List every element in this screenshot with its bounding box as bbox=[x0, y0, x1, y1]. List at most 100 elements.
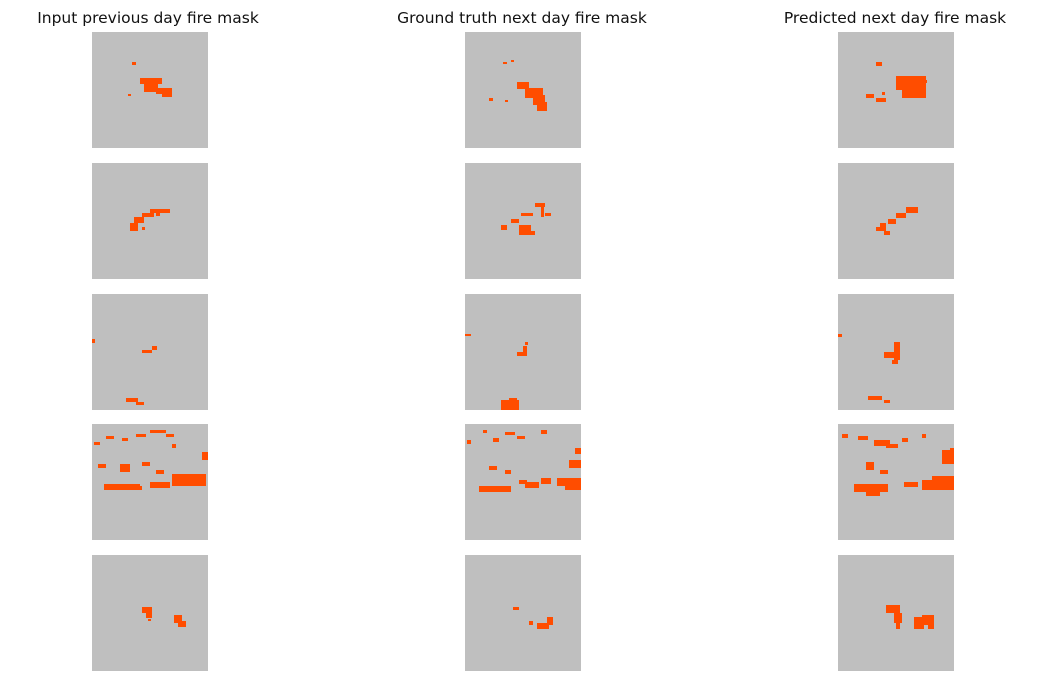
fire-pixel-region bbox=[533, 95, 545, 105]
fire-pixel-region bbox=[132, 486, 142, 490]
fire-pixel-region bbox=[902, 438, 908, 442]
fire-pixel-region bbox=[104, 484, 140, 490]
fire-pixel-region bbox=[888, 219, 896, 224]
fire-pixel-region bbox=[922, 434, 926, 438]
fire-pixel-region bbox=[932, 476, 954, 488]
fire-pixel-region bbox=[166, 434, 174, 437]
fire-pixel-region bbox=[479, 486, 511, 492]
fire-pixel-region bbox=[529, 621, 533, 625]
column-title-predicted: Predicted next day fire mask bbox=[783, 9, 1007, 27]
fire-pixel-region bbox=[142, 213, 154, 217]
fire-pixel-region bbox=[505, 432, 515, 435]
fire-pixel-region bbox=[130, 223, 138, 231]
fire-pixel-region bbox=[513, 607, 519, 610]
fire-pixel-region bbox=[517, 352, 527, 356]
fire-pixel-region bbox=[178, 621, 186, 627]
fire-pixel-region bbox=[122, 438, 128, 441]
fire-pixel-region bbox=[152, 346, 157, 350]
fire-pixel-region bbox=[541, 430, 547, 434]
fire-pixel-region bbox=[144, 83, 158, 92]
fire-mask-input-row-3 bbox=[92, 294, 208, 410]
fire-pixel-region bbox=[914, 617, 924, 629]
fire-pixel-region bbox=[94, 442, 100, 445]
fire-pixel-region bbox=[886, 444, 898, 448]
fire-pixel-region bbox=[162, 93, 172, 97]
fire-pixel-region bbox=[545, 213, 551, 216]
fire-pixel-region bbox=[511, 60, 514, 62]
fire-pixel-region bbox=[886, 605, 900, 613]
fire-pixel-region bbox=[148, 619, 151, 621]
fire-pixel-region bbox=[156, 213, 160, 216]
fire-pixel-region bbox=[537, 102, 547, 111]
fire-pixel-region bbox=[483, 430, 487, 433]
fire-pixel-region bbox=[866, 490, 880, 496]
mask-background bbox=[92, 163, 208, 279]
fire-pixel-region bbox=[904, 482, 918, 487]
fire-pixel-region bbox=[896, 213, 906, 218]
fire-pixel-region bbox=[523, 346, 527, 352]
fire-pixel-region bbox=[156, 470, 164, 474]
fire-pixel-region bbox=[545, 625, 549, 629]
fire-pixel-region bbox=[519, 225, 531, 235]
fire-pixel-region bbox=[120, 464, 130, 472]
fire-pixel-region bbox=[146, 613, 152, 618]
fire-pixel-region bbox=[467, 440, 471, 444]
fire-pixel-region bbox=[874, 440, 890, 446]
fire-mask-predicted-row-1 bbox=[838, 32, 954, 148]
fire-pixel-region bbox=[503, 62, 507, 64]
fire-pixel-region bbox=[150, 430, 166, 433]
fire-pixel-region bbox=[517, 436, 525, 439]
fire-pixel-region bbox=[501, 225, 507, 230]
fire-pixel-region bbox=[140, 78, 162, 84]
fire-mask-predicted-row-5 bbox=[838, 555, 954, 671]
fire-pixel-region bbox=[142, 350, 152, 353]
fire-pixel-region bbox=[866, 462, 874, 470]
fire-mask-input-row-5 bbox=[92, 555, 208, 671]
fire-pixel-region bbox=[511, 219, 519, 223]
fire-pixel-region bbox=[501, 400, 519, 410]
fire-pixel-region bbox=[142, 227, 145, 230]
fire-pixel-region bbox=[876, 62, 882, 66]
fire-pixel-region bbox=[525, 88, 543, 98]
fire-pixel-region bbox=[896, 76, 926, 90]
fire-pixel-region bbox=[565, 484, 581, 490]
fire-pixel-region bbox=[489, 466, 497, 470]
fire-pixel-region bbox=[525, 482, 539, 488]
fire-pixel-region bbox=[150, 482, 170, 488]
fire-pixel-region bbox=[150, 209, 170, 213]
fire-pixel-region bbox=[892, 360, 898, 364]
fire-pixel-region bbox=[106, 436, 114, 439]
fire-pixel-region bbox=[541, 478, 551, 484]
fire-pixel-region bbox=[541, 207, 544, 217]
fire-mask-ground-truth-row-1 bbox=[465, 32, 581, 148]
fire-pixel-region bbox=[896, 623, 900, 629]
fire-pixel-region bbox=[142, 607, 152, 613]
fire-pixel-region bbox=[880, 223, 886, 231]
fire-pixel-region bbox=[950, 448, 954, 452]
fire-pixel-region bbox=[894, 613, 902, 623]
fire-pixel-region bbox=[136, 402, 144, 405]
mask-background bbox=[465, 555, 581, 671]
fire-pixel-region bbox=[505, 470, 511, 474]
fire-mask-input-row-1 bbox=[92, 32, 208, 148]
fire-pixel-region bbox=[489, 98, 493, 101]
fire-pixel-region bbox=[884, 400, 890, 403]
fire-pixel-region bbox=[142, 462, 150, 466]
fire-pixel-region bbox=[156, 88, 172, 94]
fire-mask-input-row-4 bbox=[92, 424, 208, 540]
fire-pixel-region bbox=[868, 396, 882, 400]
fire-pixel-region bbox=[557, 478, 581, 486]
fire-pixel-region bbox=[98, 464, 106, 468]
fire-pixel-region bbox=[174, 615, 182, 623]
fire-mask-ground-truth-row-2 bbox=[465, 163, 581, 279]
fire-pixel-region bbox=[509, 398, 517, 402]
fire-pixel-region bbox=[136, 434, 146, 437]
fire-pixel-region bbox=[842, 434, 848, 438]
fire-pixel-region bbox=[521, 213, 533, 216]
fire-pixel-region bbox=[505, 100, 508, 102]
fire-pixel-region bbox=[838, 334, 842, 337]
fire-pixel-region bbox=[884, 352, 898, 358]
fire-pixel-region bbox=[537, 623, 547, 629]
fire-pixel-region bbox=[924, 80, 927, 83]
fire-pixel-region bbox=[202, 452, 208, 460]
